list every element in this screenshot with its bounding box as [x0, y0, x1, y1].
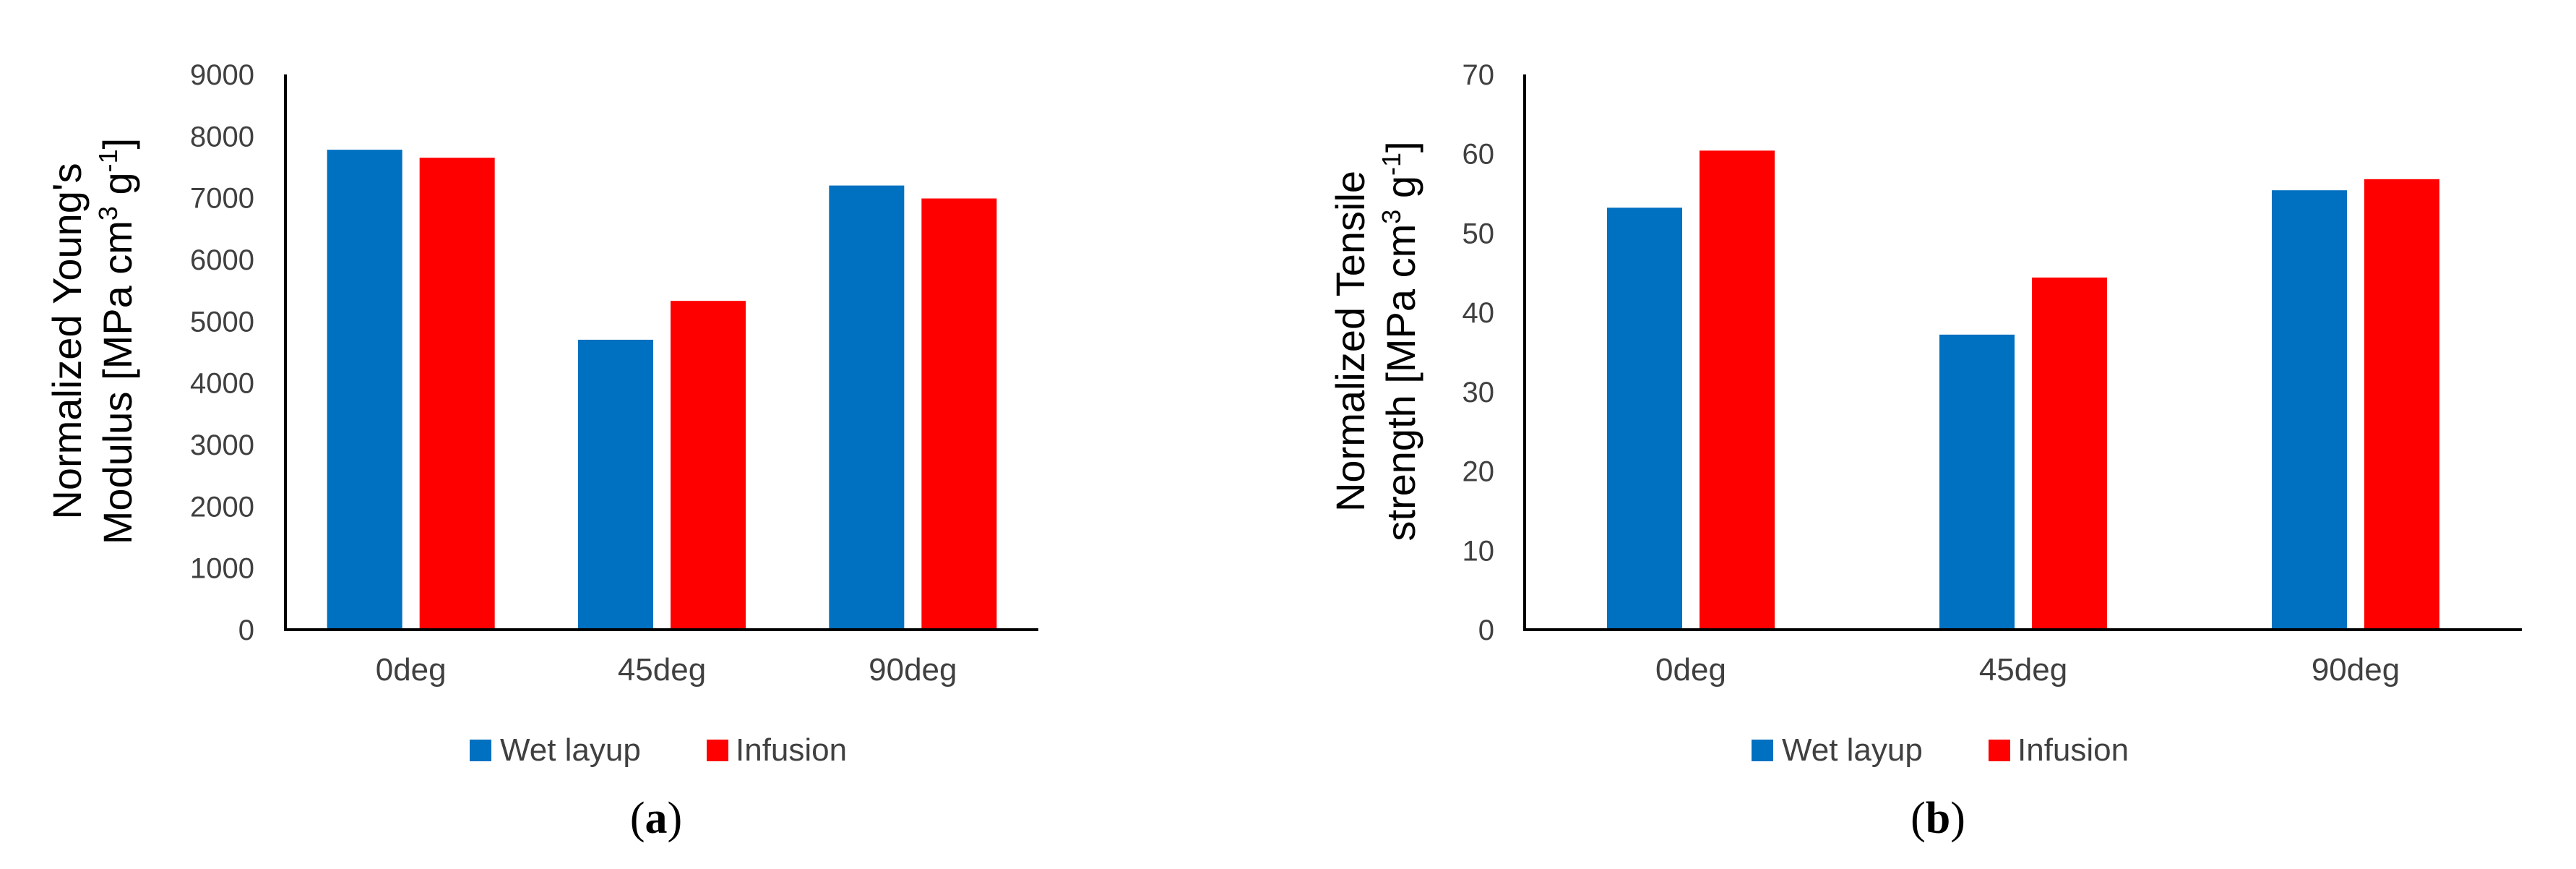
y-axis-label-sup2: -1: [1377, 153, 1406, 176]
bar-wet-layup-45deg: [578, 339, 653, 630]
legend-swatch-infusion: [1989, 740, 2010, 761]
y-tick-label: 50: [1463, 218, 1495, 249]
y-axis-label-line2-mid: g: [95, 172, 140, 206]
bars: [1607, 150, 2439, 630]
y-tick-label: 40: [1463, 297, 1495, 329]
panel-letter-a: a: [645, 794, 668, 843]
bar-infusion-45deg: [2032, 277, 2107, 630]
x-category-label: 0deg: [376, 652, 447, 688]
y-tick-label: 8000: [190, 121, 254, 153]
chart-a-youngs-modulus: Normalized Young's Modulus [MPa cm3 g-1]…: [44, 59, 1038, 843]
bar-wet-layup-45deg: [1939, 334, 2015, 630]
y-tick-label: 7000: [190, 183, 254, 215]
legend: Wet layup Infusion: [1752, 732, 2129, 768]
x-category-label: 45deg: [1979, 652, 2067, 688]
bar-wet-layup-0deg: [327, 150, 402, 630]
y-axis-label-line2-end: ]: [1378, 141, 1423, 153]
panel-label-a: (a): [630, 794, 682, 843]
y-tick-label: 5000: [190, 306, 254, 338]
x-category-label: 45deg: [618, 652, 706, 688]
y-tick-label: 2000: [190, 491, 254, 523]
y-axis-label-line2-mid: g: [1378, 176, 1423, 210]
y-axis-label: Normalized Tensile strength [MPa cm3 g-1…: [1327, 141, 1423, 541]
y-axis-label-line1: Normalized Tensile: [1327, 171, 1373, 512]
bars: [327, 150, 997, 630]
legend-swatch-wet-layup: [1752, 740, 1773, 761]
panel-label-b: (b): [1911, 794, 1965, 843]
category-labels: 0deg 45deg 90deg: [376, 652, 957, 688]
legend-swatch-wet-layup: [470, 740, 491, 761]
y-tick-label: 6000: [190, 244, 254, 276]
bar-wet-layup-90deg: [2272, 190, 2347, 630]
legend-label-wet-layup: Wet layup: [500, 732, 641, 768]
y-axis-label-line2-main: strength [MPa cm: [1378, 224, 1423, 541]
legend-label-infusion: Infusion: [2017, 732, 2129, 768]
chart-b-tensile-strength: Normalized Tensile strength [MPa cm3 g-1…: [1327, 59, 2522, 843]
x-category-label: 0deg: [1655, 652, 1726, 688]
y-axis-label-sup2: -1: [93, 149, 123, 172]
category-labels: 0deg 45deg 90deg: [1655, 652, 2400, 688]
y-axis-label: Normalized Young's Modulus [MPa cm3 g-1]: [44, 138, 140, 544]
bar-infusion-0deg: [419, 158, 495, 630]
y-tick-label: 30: [1463, 377, 1495, 408]
legend-label-wet-layup: Wet layup: [1782, 732, 1923, 768]
legend-label-infusion: Infusion: [736, 732, 847, 768]
y-axis-label-line2: Modulus [MPa cm3 g-1]: [93, 138, 141, 544]
bar-infusion-90deg: [921, 198, 997, 630]
y-tick-label: 3000: [190, 429, 254, 461]
bar-infusion-90deg: [2364, 179, 2439, 630]
y-axis-ticks: 0 1000 2000 3000 4000 5000 6000 7000 8000 9000: [190, 59, 254, 646]
y-tick-label: 70: [1463, 59, 1495, 91]
y-tick-label: 10: [1463, 535, 1495, 567]
x-category-label: 90deg: [869, 652, 957, 688]
legend: Wet layup Infusion: [470, 732, 847, 768]
bar-wet-layup-0deg: [1607, 207, 1682, 630]
panel-letter-b: b: [1926, 794, 1950, 843]
y-tick-label: 20: [1463, 456, 1495, 488]
y-axis-ticks: 0 10 20 30 40 50 60 70: [1463, 59, 1495, 646]
axes: [1523, 74, 2522, 631]
y-axis-label-sup1: 3: [1377, 210, 1406, 224]
y-tick-label: 9000: [190, 59, 254, 91]
y-tick-label: 0: [1478, 615, 1494, 646]
y-tick-label: 0: [238, 615, 254, 646]
legend-swatch-infusion: [707, 740, 728, 761]
axes: [284, 74, 1038, 631]
y-axis-label-line2-main: Modulus [MPa cm: [95, 221, 140, 544]
y-axis-label-line2-end: ]: [95, 138, 140, 150]
y-tick-label: 4000: [190, 368, 254, 400]
y-axis-label-line2: strength [MPa cm3 g-1]: [1377, 141, 1424, 541]
bar-infusion-0deg: [1700, 150, 1775, 630]
bar-wet-layup-90deg: [829, 185, 905, 630]
x-category-label: 90deg: [2312, 652, 2400, 688]
y-axis-label-line1: Normalized Young's: [44, 163, 90, 519]
y-tick-label: 1000: [190, 553, 254, 585]
y-tick-label: 60: [1463, 139, 1495, 171]
bar-infusion-45deg: [671, 301, 746, 630]
y-axis-label-sup1: 3: [93, 206, 123, 221]
